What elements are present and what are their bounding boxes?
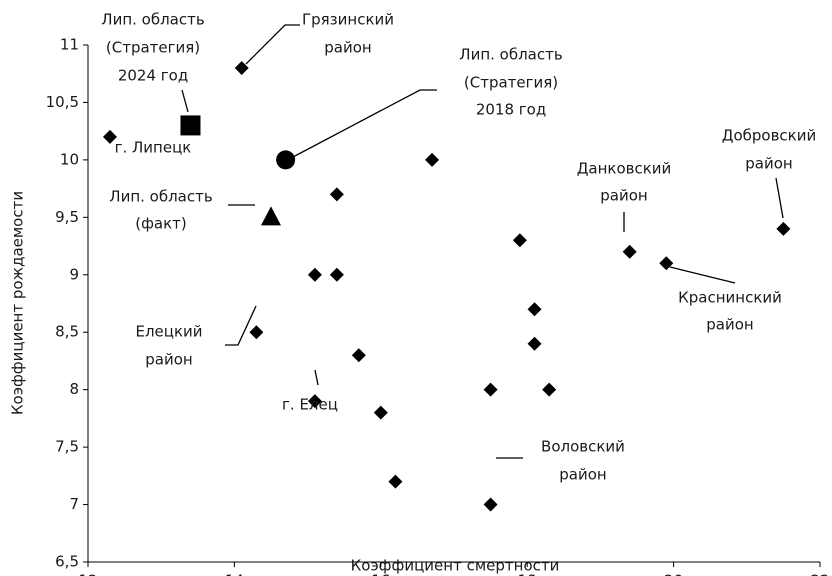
- point-label: район: [559, 466, 606, 484]
- point: [307, 394, 322, 409]
- y-tick-label: 7,5: [55, 438, 79, 456]
- x-tick-label: 12: [78, 572, 97, 576]
- point-label: район: [600, 187, 647, 205]
- point: [527, 302, 542, 317]
- x-tick-label: 20: [664, 572, 683, 576]
- point: [261, 206, 281, 226]
- point-label: (факт): [135, 215, 187, 233]
- point: [542, 382, 557, 397]
- y-tick-label: 11: [60, 36, 79, 54]
- point: [483, 382, 498, 397]
- point: [329, 187, 344, 202]
- x-tick-label: 14: [225, 572, 244, 576]
- leader-line: [669, 266, 736, 284]
- point: [373, 405, 388, 420]
- leader-line: [775, 177, 784, 219]
- point: [102, 129, 117, 144]
- point: [307, 267, 322, 282]
- point: [351, 348, 366, 363]
- leader-line: [181, 89, 189, 113]
- point: [483, 497, 498, 512]
- leader-line: [225, 305, 257, 346]
- point: [527, 336, 542, 351]
- point: [425, 152, 440, 167]
- point-label: Воловский: [541, 438, 625, 456]
- point: [776, 221, 791, 236]
- point-label: район: [324, 39, 371, 57]
- point: [512, 233, 527, 248]
- point-label: 2018 год: [476, 101, 546, 119]
- point-label: район: [706, 316, 753, 334]
- point-label: Грязинский: [302, 11, 394, 29]
- x-tick-label: 22: [810, 572, 829, 576]
- y-tick-label: 9,5: [55, 208, 79, 226]
- point: [329, 267, 344, 282]
- point: [180, 115, 201, 136]
- point: [234, 60, 249, 75]
- point: [388, 474, 403, 489]
- y-tick-label: 10,5: [46, 93, 79, 111]
- point-label: район: [745, 155, 792, 173]
- y-tick-label: 10: [60, 150, 79, 168]
- point-label: (Стратегия): [106, 39, 200, 57]
- y-tick-label: 8,5: [55, 323, 79, 341]
- leader-line: [245, 24, 300, 65]
- y-tick-label: 7: [69, 495, 79, 513]
- x-axis-label: Коэффициент смертности: [351, 557, 560, 575]
- point: [249, 325, 264, 340]
- point: [276, 150, 296, 170]
- point-label: Лип. область: [109, 188, 212, 206]
- point-label: 2024 год: [118, 67, 188, 85]
- leader-line: [314, 369, 319, 386]
- leader-line: [292, 89, 437, 158]
- point-label: Елецкий: [135, 323, 202, 341]
- point-label: Данковский: [577, 160, 672, 178]
- x-tick-label: 16: [371, 572, 390, 576]
- y-tick-label: 9: [69, 265, 79, 283]
- point-label: (Стратегия): [464, 74, 558, 92]
- point-label: район: [145, 351, 192, 369]
- y-tick-label: 6,5: [55, 553, 79, 571]
- y-axis-label: Коэффициент рождаемости: [9, 191, 27, 415]
- point-label: г. Липецк: [115, 139, 192, 157]
- point-label: Лип. область: [459, 46, 562, 64]
- point-label: Краснинский: [678, 289, 782, 307]
- y-tick-label: 8: [69, 380, 79, 398]
- point-label: г. Елец: [282, 396, 338, 414]
- point-label: Лип. область: [101, 11, 204, 29]
- point: [622, 244, 637, 259]
- point-label: Добровский: [722, 127, 817, 145]
- point: [659, 256, 674, 271]
- x-tick-label: 18: [518, 572, 537, 576]
